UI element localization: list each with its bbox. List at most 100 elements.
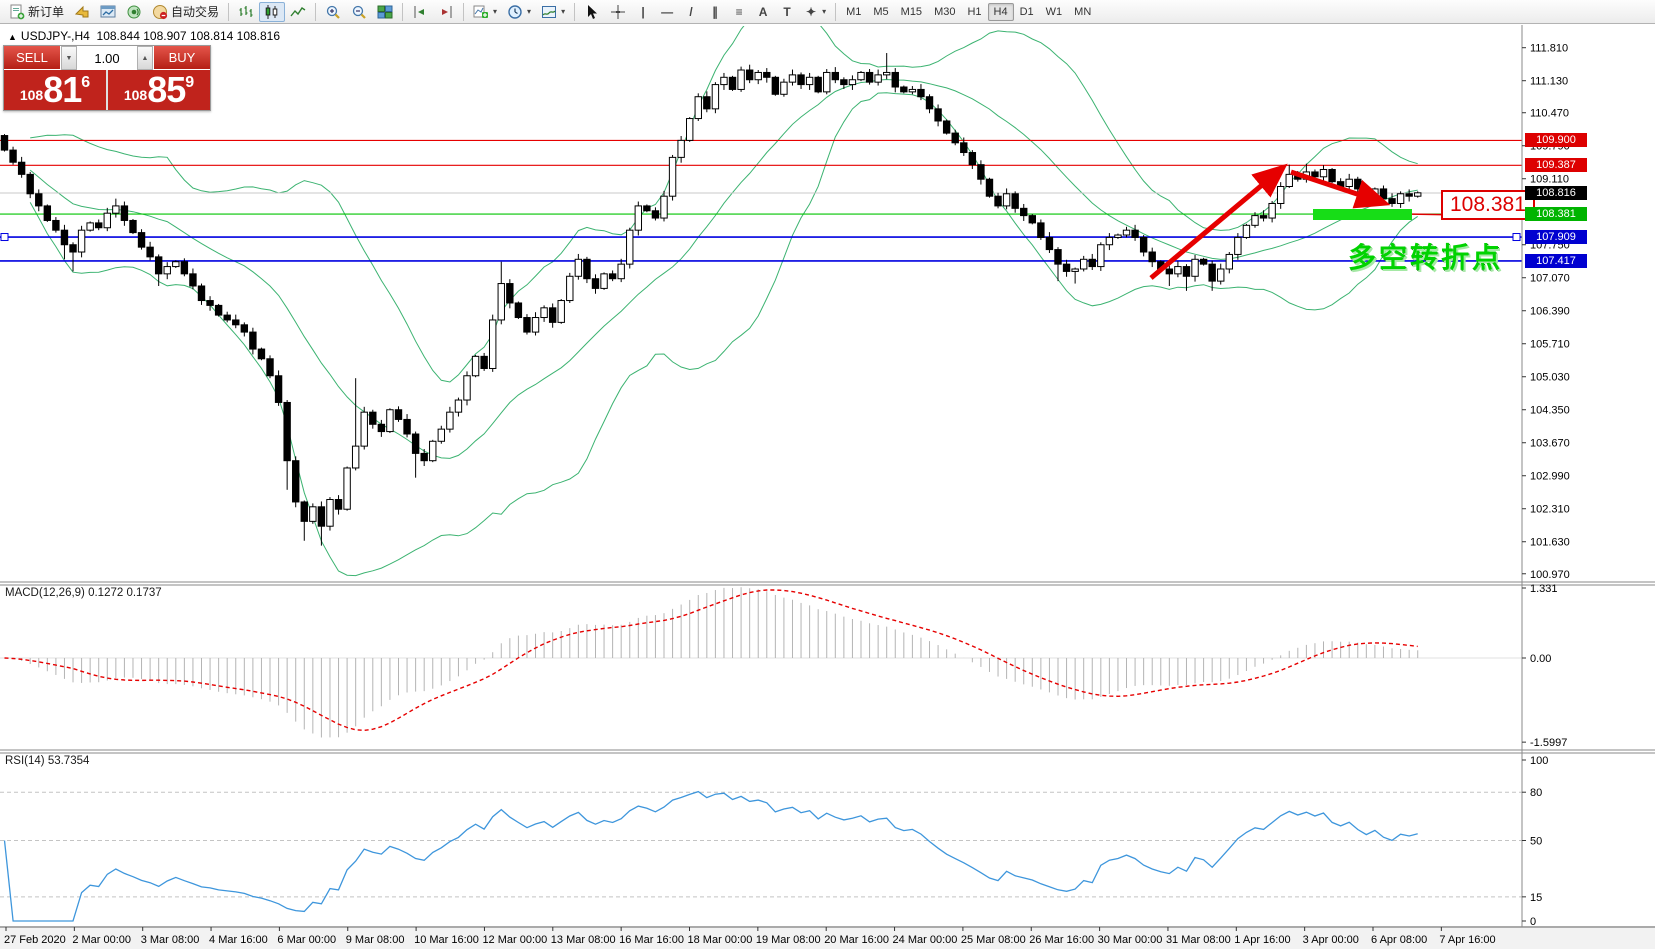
candlestick-chart-button[interactable]	[259, 1, 286, 22]
bull-candle	[1234, 236, 1242, 255]
crosshair-icon	[611, 4, 626, 19]
vertical-line-button[interactable]: |	[631, 2, 655, 22]
bull-candle	[1396, 193, 1405, 204]
bull-candle	[1071, 268, 1079, 272]
crosshair-button[interactable]	[605, 2, 631, 22]
auto-trading-button[interactable]: 自动交易	[147, 2, 224, 22]
up-trend-arrow[interactable]	[1149, 163, 1288, 280]
zoom-in-button[interactable]	[320, 2, 346, 22]
text-label-button[interactable]: T	[775, 2, 799, 22]
macd-label: MACD(12,26,9) 0.1272 0.1737	[5, 587, 162, 599]
signal-icon-button[interactable]	[121, 2, 147, 22]
sell-button[interactable]: SELL	[4, 46, 60, 70]
timeframe-H4[interactable]: H4	[987, 2, 1014, 21]
price-tick-label: 111.810	[1530, 43, 1568, 55]
bear-candle	[223, 314, 231, 321]
time-axis[interactable]: 27 Feb 2020 2 Mar 00:00 3 Mar 08:00 4 Mar 1…	[4, 927, 1496, 946]
bull-candle	[1174, 266, 1182, 275]
volume-increase-button[interactable]: ▲	[137, 46, 153, 70]
new-order-button[interactable]: 新订单	[4, 2, 69, 22]
time-tick-label: 6 Apr 08:00	[1371, 934, 1427, 946]
timeframe-M15[interactable]: M15	[900, 5, 923, 18]
volume-decrease-button[interactable]: ▼	[61, 46, 77, 70]
cursor-button[interactable]	[579, 2, 605, 22]
timeframe-M1[interactable]: M1	[846, 5, 862, 18]
bull-candle	[1268, 202, 1276, 219]
bear-candle	[249, 331, 257, 350]
bull-candle	[1285, 173, 1293, 187]
bear-candle	[1354, 178, 1362, 190]
support-zone-rectangle[interactable]	[1313, 209, 1412, 220]
yellow-arrow-icon-button[interactable]	[69, 2, 95, 22]
bull-candle	[429, 440, 437, 462]
horizontal-line-button[interactable]: —	[655, 2, 679, 22]
time-tick-label: 24 Mar 00:00	[893, 934, 958, 946]
indicators-button[interactable]: ▾	[468, 2, 502, 22]
bear-candle	[771, 76, 780, 95]
buy-price-pips: 85	[147, 69, 186, 110]
timeframe-M5[interactable]: M5	[873, 5, 889, 18]
auto-scroll-button[interactable]	[407, 2, 433, 22]
bear-candle	[17, 161, 26, 175]
bear-candle	[300, 501, 308, 522]
arrows-button[interactable]: ✦ ▾	[799, 2, 831, 22]
bull-candle	[882, 71, 891, 76]
bear-candle	[745, 69, 754, 81]
volume-input[interactable]: 1.00	[77, 46, 137, 70]
rsi-tick-label: 80	[1530, 787, 1542, 799]
dropdown-caret: ▾	[822, 7, 827, 16]
main-price-panel	[0, 26, 1522, 577]
channel-button[interactable]: ∥	[703, 2, 727, 22]
trendline-button[interactable]: /	[679, 2, 703, 22]
timeframe-H1[interactable]: H1	[967, 5, 982, 18]
periods-button[interactable]: ▾	[502, 2, 536, 22]
time-tick-label: 31 Mar 08:00	[1166, 934, 1231, 946]
down-trend-arrow[interactable]	[1290, 169, 1391, 209]
bar-chart-button[interactable]	[233, 2, 259, 22]
sell-price[interactable]: 108 81 6	[4, 70, 108, 110]
one-click-trading-panel: SELL ▼ 1.00 ▲ BUY 108 81 6 108 85 9	[3, 45, 211, 111]
price-tick-label: 102.990	[1530, 471, 1570, 483]
bull-candle	[780, 81, 788, 95]
tile-windows-button[interactable]	[372, 2, 398, 22]
timeframe-M30[interactable]: M30	[934, 5, 956, 18]
zoom-out-button[interactable]	[346, 2, 372, 22]
price-level-callout[interactable]: 108.381	[1441, 190, 1535, 220]
bull-candle	[1225, 253, 1233, 270]
collapse-panel-icon[interactable]: ▲	[8, 32, 17, 42]
bull-candle	[1251, 215, 1259, 226]
fibonacci-button[interactable]: ≡	[727, 2, 751, 22]
timeframe-D1[interactable]: D1	[1019, 5, 1034, 18]
hline-selection-handle[interactable]	[1512, 233, 1521, 242]
bull-candle	[737, 69, 745, 90]
timeframe-W1[interactable]: W1	[1045, 5, 1063, 18]
chart-window-icon-button[interactable]	[95, 2, 121, 22]
templates-button[interactable]: ▾	[536, 2, 570, 22]
chart-shift-button[interactable]	[433, 2, 459, 22]
auto-scroll-icon	[414, 5, 425, 18]
timeframe-MN[interactable]: MN	[1074, 5, 1092, 18]
buy-button[interactable]: BUY	[154, 46, 210, 70]
price-tick-label: 102.310	[1530, 504, 1570, 516]
turning-point-text[interactable]: 多空转折点	[1348, 242, 1504, 273]
bear-candle	[283, 401, 291, 462]
bull-candle	[1114, 234, 1122, 238]
bull-candle	[1371, 188, 1379, 197]
equidistant-channel-icon: ∥	[712, 4, 719, 19]
fibonacci-icon: ≡	[735, 4, 743, 19]
bear-candle	[968, 152, 977, 166]
bear-candle	[1011, 193, 1019, 209]
hline-selection-handle[interactable]	[0, 233, 9, 242]
bear-candle	[334, 499, 343, 510]
chart-symbol-header[interactable]: ▲ USDJPY-,H4 108.844 108.907 108.814 108.…	[8, 29, 280, 43]
time-tick-label: 1 Apr 16:00	[1234, 934, 1290, 946]
buy-price[interactable]: 108 85 9	[108, 70, 210, 110]
line-chart-button[interactable]	[285, 2, 311, 22]
price-tick-label: 106.390	[1530, 306, 1570, 318]
bull-candle	[1345, 178, 1353, 187]
text-button[interactable]: A	[751, 2, 775, 22]
bear-candle	[1131, 229, 1139, 238]
